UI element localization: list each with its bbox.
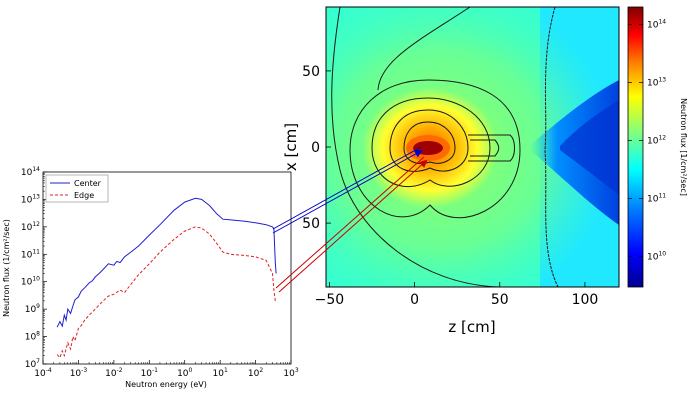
colorbar-tick-label: 1013 <box>647 77 666 89</box>
spectrum-y-tick-label: 107 <box>25 358 40 370</box>
flux-map-x-ticks: −50 0 50 100 <box>315 282 599 308</box>
spectrum-x-tick-label: 10-4 <box>34 367 52 379</box>
spectrum-y-tick-label: 1011 <box>21 248 40 260</box>
spectrum-x-tick-label: 102 <box>248 367 263 379</box>
spectrum-y-tick-label: 1014 <box>21 166 40 178</box>
flux-map-x-tick-label: 100 <box>572 292 599 308</box>
flux-map-y-tick-label: 0 <box>311 140 320 156</box>
series-center <box>56 197 277 328</box>
colorbar-tick-label: 1011 <box>647 193 666 205</box>
spectrum-x-tick-label: 10-2 <box>105 367 123 379</box>
colorbar-tick-label: 1014 <box>647 18 666 30</box>
flux-map-x-tick-label: 0 <box>410 292 419 308</box>
spectrum-chart: 10-4 10-3 10-2 10-1 100 101 102 103 107 108 109 101… <box>2 166 299 389</box>
flux-map-x-tick-label: −50 <box>315 292 345 308</box>
legend-box <box>45 174 109 203</box>
colorbar-tick-label: 1012 <box>647 135 666 147</box>
spectrum-x-label: Neutron energy (eV) <box>125 380 207 389</box>
contour-lines <box>331 7 559 287</box>
colorbar-gradient <box>627 6 644 288</box>
flux-map-y-ticks: 50 0 50 <box>302 64 331 232</box>
spectrum-axis-ticks: 10-4 10-3 10-2 10-1 100 101 102 103 107 108 109 101… <box>21 166 299 379</box>
edge-arrow <box>278 159 428 293</box>
flux-map-field <box>326 7 619 287</box>
center-arrow-line-a <box>272 146 422 230</box>
flux-map-y-tick-label: 50 <box>302 216 320 232</box>
connector-arrows <box>272 146 428 293</box>
spectrum-y-tick-label: 108 <box>25 331 40 343</box>
spectrum-y-tick-label: 109 <box>25 303 40 315</box>
colorbar-tick-label: 1010 <box>647 251 666 263</box>
spectrum-y-label: Neutron flux (1/cm²/sec) <box>2 219 11 317</box>
spectrum-x-tick-label: 10-1 <box>141 367 159 379</box>
colorbar: 1010 1011 1012 1013 1014 Neutron flux [1/cm²… <box>627 6 688 288</box>
spectrum-x-tick-label: 10-3 <box>70 367 88 379</box>
colorbar-ticks: 1010 1011 1012 1013 1014 <box>628 18 666 263</box>
spectrum-x-tick-label: 101 <box>213 367 228 379</box>
colorbar-label: Neutron flux [1/cm²/sec] <box>679 98 688 196</box>
edge-arrow-line-a <box>275 156 425 289</box>
spectrum-x-tick-label: 100 <box>177 367 192 379</box>
flux-map-y-tick-label: 50 <box>302 64 320 80</box>
flux-map-x-label: z [cm] <box>448 318 495 336</box>
flux-map-x-tick-label: 50 <box>491 292 509 308</box>
spectrum-x-tick-label: 103 <box>283 367 298 379</box>
flux-map-y-label: x [cm] <box>282 123 300 171</box>
spectrum-legend: Center Edge <box>45 174 109 203</box>
center-arrow <box>272 150 423 234</box>
spectrum-y-tick-label: 1013 <box>21 193 40 205</box>
legend-label-edge: Edge <box>74 191 94 200</box>
spectrum-y-tick-label: 1012 <box>21 221 40 233</box>
legend-label-center: Center <box>74 179 102 188</box>
spectrum-series <box>56 197 277 359</box>
spectrum-frame <box>42 171 292 365</box>
spectrum-y-tick-label: 1010 <box>21 276 40 288</box>
flux-map: −50 0 50 100 50 0 50 z [cm] x [cm] <box>282 6 620 336</box>
